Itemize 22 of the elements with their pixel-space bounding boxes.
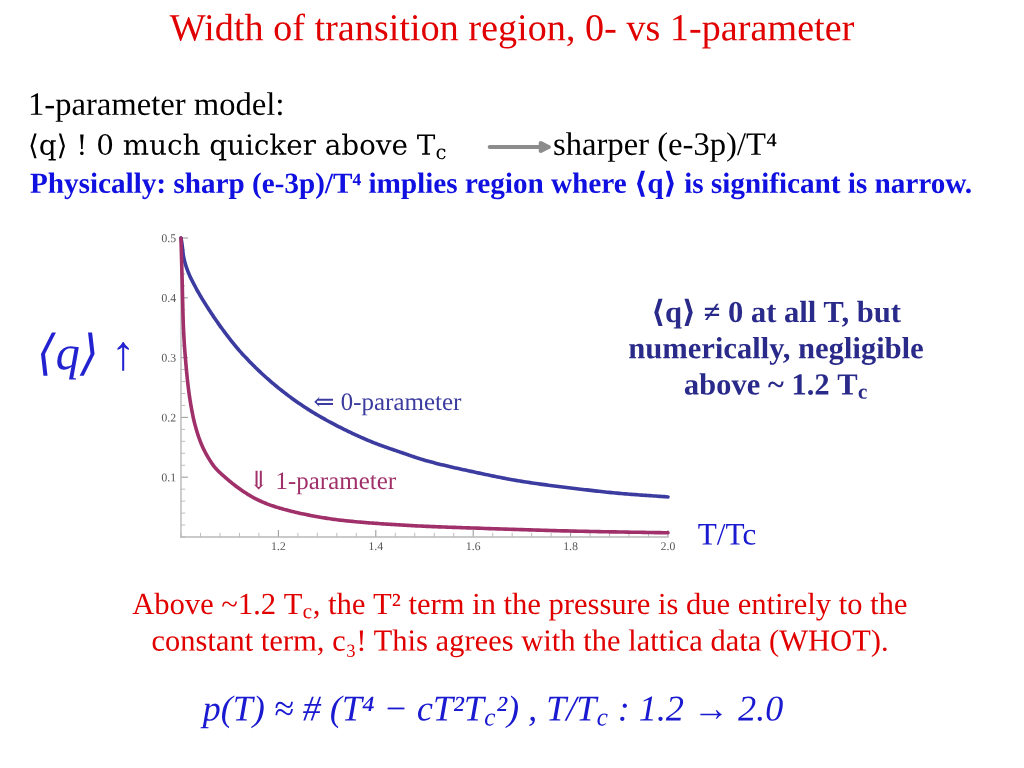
x-axis-title: T/Tc <box>698 523 756 545</box>
text: Above ~1.2 T$_{c}$, the T² term in the pressure is due entirely to the constant term, c₃! This agrees with the lattica data (WHOT). <box>132 592 907 658</box>
text: ⟨q⟩ ! 0 much quicker above T$_{c}$ <box>30 133 446 161</box>
chart-title: Width of transition region, 0- vs 1-parameter <box>169 13 855 49</box>
series-label: ⇓ 1-parameter <box>253 470 396 495</box>
text: Physically: sharp (e-3p)/T⁴ implies region where ⟨q⟩ is significant is narrow. <box>30 170 971 200</box>
text: 1-parameter model: <box>30 92 282 122</box>
y-tick-label: 0.3 <box>161 353 176 362</box>
x-tick-label: 1.2 <box>272 542 286 551</box>
text: sharper (e-3p)/T⁴ <box>554 132 777 162</box>
text: p(T) ≈ # (T⁴ − cT²T$_{c}$²) , T/T$_{c}$ : 1.2 → 2.0 <box>200 695 783 729</box>
x-tick-label: 1.8 <box>564 542 578 551</box>
y-tick-label: 0.1 <box>161 473 176 482</box>
y-tick-label: 0.4 <box>161 294 176 303</box>
y-axis-title: ⟨q⟩ ↑ <box>41 332 129 380</box>
x-tick-label: 1.6 <box>466 542 481 551</box>
series-label: ⇐ 0-parameter <box>314 393 462 416</box>
x-tick-label: 1.4 <box>369 542 383 551</box>
x-tick-label: 2.0 <box>661 542 675 551</box>
annotation: ⟨q⟩ ≠ 0 at all T, but numerically, negligible above ~ 1.2 T$_{c}$ <box>629 298 923 399</box>
y-tick-label: 0.2 <box>161 413 176 422</box>
y-tick-label: 0.5 <box>161 234 176 243</box>
